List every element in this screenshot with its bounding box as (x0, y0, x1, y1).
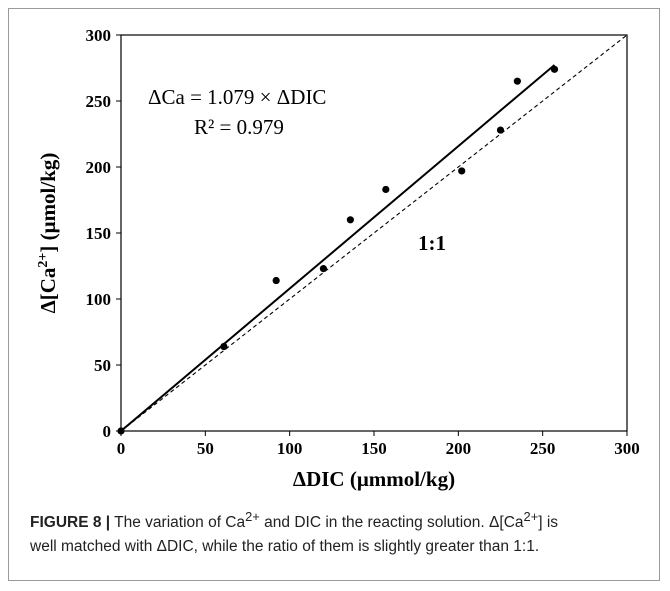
y-axis: 0 50 100 150 200 250 300 (86, 26, 121, 441)
data-point (550, 65, 559, 73)
figure-label: FIGURE 8 | (30, 514, 111, 532)
data-point (458, 167, 466, 175)
caption-line-1: FIGURE 8 | The variation of Ca2+ and DIC… (30, 509, 559, 532)
y-tick-label: 0 (103, 422, 112, 441)
data-point (382, 185, 390, 194)
one-to-one-reference-line (120, 34, 628, 432)
regression-fit-line (120, 64, 556, 432)
y-tick-label: 50 (94, 356, 111, 375)
x-axis: 0 50 100 150 200 250 300 (117, 431, 640, 458)
x-tick-label: 100 (277, 439, 303, 458)
data-point (513, 77, 521, 85)
y-tick-label: 200 (86, 158, 112, 177)
y-tick-label: 250 (86, 92, 112, 111)
data-point (346, 216, 354, 224)
data-point (496, 126, 505, 134)
x-tick-label: 250 (530, 439, 556, 458)
figure-frame (8, 8, 660, 581)
data-point (220, 342, 228, 351)
x-tick-label: 200 (446, 439, 472, 458)
y-axis-title: Δ[Ca2+] (μmol/kg) (36, 153, 60, 314)
caption-line-2: well matched with ΔDIC, while the ratio … (30, 538, 540, 556)
data-point (319, 265, 327, 273)
regression-equation: ΔCa = 1.079 × ΔDIC (148, 85, 326, 109)
data-point (272, 276, 280, 285)
x-tick-label: 150 (361, 439, 387, 458)
y-tick-label: 150 (86, 224, 112, 243)
data-points (117, 65, 559, 435)
scatter-chart: 0 50 100 150 200 250 300 0 50 100 150 200 250 300 ΔC… (36, 26, 640, 491)
x-tick-label: 50 (197, 439, 214, 458)
data-point (117, 427, 125, 435)
one-to-one-label: 1:1 (418, 231, 446, 255)
figure-caption: FIGURE 8 | The variation of Ca2+ and DIC… (30, 505, 645, 559)
r-squared-label: R² = 0.979 (194, 115, 284, 139)
x-tick-label: 0 (117, 439, 126, 458)
y-tick-label: 300 (86, 26, 112, 45)
x-tick-label: 300 (614, 439, 640, 458)
y-tick-label: 100 (86, 290, 112, 309)
x-axis-title: ΔDIC (μmmol/kg) (293, 467, 455, 491)
